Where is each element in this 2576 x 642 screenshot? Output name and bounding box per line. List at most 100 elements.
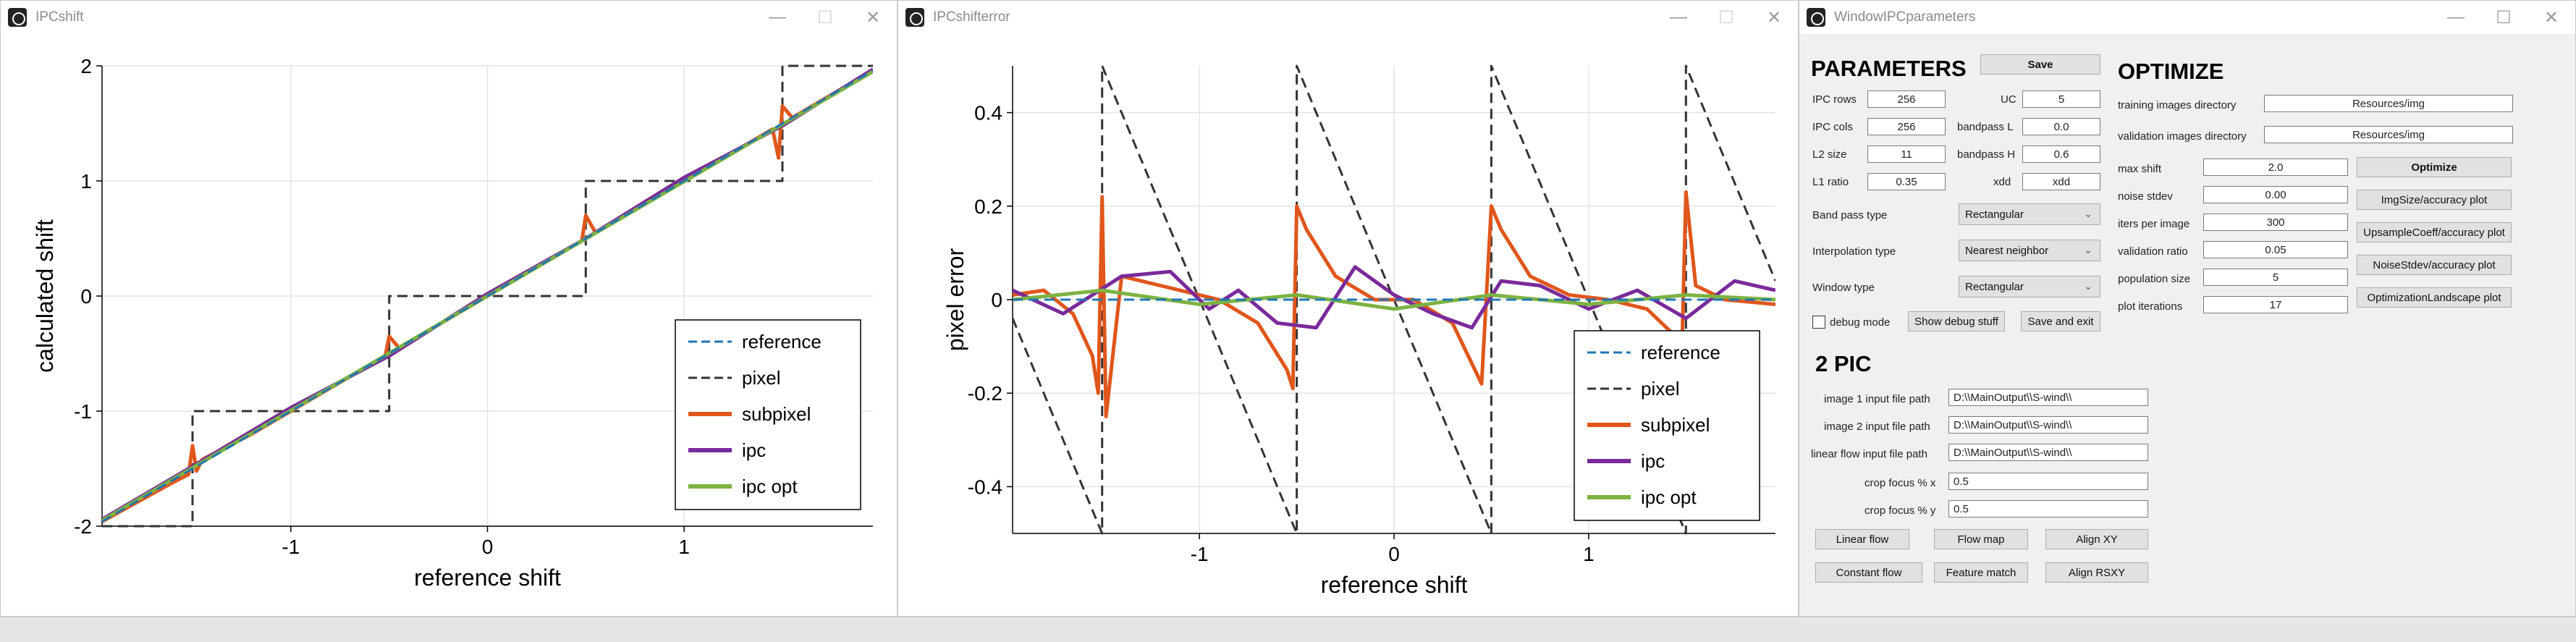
l2-size-field[interactable]: 11 <box>1867 145 1946 163</box>
plot-iterations-field[interactable]: 17 <box>2203 296 2348 313</box>
minimize-button[interactable]: — <box>769 7 786 27</box>
landscape-plot-button[interactable]: OptimizationLandscape plot <box>2357 287 2512 308</box>
x-tick-label: -1 <box>282 536 300 558</box>
y-tick-label: -0.4 <box>968 476 1002 498</box>
pic-heading: 2 PIC <box>1815 351 1872 376</box>
parameters-window: WindowIPCparameters — ☐ ✕ PARAMETERS Sav… <box>1799 0 2576 617</box>
legend-label: ipc <box>742 439 766 461</box>
y-tick-label: 0.2 <box>974 195 1002 218</box>
interpolation-type-select[interactable]: Nearest neighbor ⌄ <box>1959 240 2100 261</box>
plot-area: -1 0 1 -2 -1 0 1 2 reference shift calculated shi… <box>1 34 897 616</box>
max-shift-field[interactable]: 2.0 <box>2203 159 2348 176</box>
bandpass-l-field[interactable]: 0.0 <box>2022 118 2100 135</box>
image2-path-label: image 2 input file path <box>1824 421 1930 433</box>
minimize-button[interactable]: — <box>1670 7 1687 27</box>
debug-mode-checkbox[interactable] <box>1812 316 1825 329</box>
x-axis-label: reference shift <box>414 565 561 591</box>
ipc-cols-label: IPC cols <box>1812 121 1853 133</box>
y-tick-label: 0 <box>991 289 1002 311</box>
show-debug-button[interactable]: Show debug stuff <box>1908 311 2005 331</box>
window-type-value: Rectangular <box>1965 280 2024 293</box>
align-rsxy-button[interactable]: Align RSXY <box>2045 562 2148 583</box>
chevron-down-icon: ⌄ <box>2084 208 2093 219</box>
close-button[interactable]: ✕ <box>2543 7 2559 28</box>
window-type-select[interactable]: Rectangular ⌄ <box>1959 276 2100 297</box>
shift-chart: -1 0 1 -2 -1 0 1 2 reference shift calculated shi… <box>32 55 873 591</box>
series-ipc-line <box>1013 265 1775 330</box>
app-icon <box>1807 8 1825 27</box>
validation-dir-field[interactable]: Resources/img <box>2264 126 2513 143</box>
noise-plot-button[interactable]: NoiseStdev/accuracy plot <box>2357 255 2512 275</box>
flow-path-field[interactable]: D:\\MainOutput\\S-wind\\ <box>1948 444 2148 461</box>
linear-flow-button[interactable]: Linear flow <box>1815 529 1909 549</box>
y-tick-label: -2 <box>74 515 92 538</box>
window-title: IPCshifterror <box>933 9 1010 25</box>
x-tick-label: 1 <box>1583 543 1595 565</box>
save-button[interactable]: Save <box>1980 54 2100 75</box>
y-tick-label: 0.4 <box>974 102 1002 124</box>
debug-mode-label: debug mode <box>1830 316 1891 329</box>
feature-match-button[interactable]: Feature match <box>1934 562 2028 583</box>
band-pass-type-select[interactable]: Rectangular ⌄ <box>1959 203 2100 225</box>
ipc-rows-field[interactable]: 256 <box>1867 90 1946 108</box>
crop-y-field[interactable]: 0.5 <box>1948 500 2148 518</box>
bandpass-l-label: bandpass L <box>1957 121 2014 133</box>
close-button[interactable]: ✕ <box>1766 7 1782 28</box>
legend-label: pixel <box>1641 378 1679 400</box>
ipc-cols-field[interactable]: 256 <box>1867 118 1946 135</box>
y-tick-label: 2 <box>80 55 92 77</box>
taskbar-strip <box>0 617 2576 642</box>
crop-x-field[interactable]: 0.5 <box>1948 473 2148 490</box>
image2-path-field[interactable]: D:\\MainOutput\\S-wind\\ <box>1948 416 2148 434</box>
uc-label: UC <box>2001 93 2017 106</box>
optimize-button[interactable]: Optimize <box>2357 157 2512 177</box>
xdd-field[interactable]: xdd <box>2022 173 2100 190</box>
title-bar[interactable]: IPCshift — ☐ ✕ <box>1 1 897 34</box>
y-tick-label: 0 <box>80 285 92 308</box>
y-tick-label: -0.2 <box>968 382 1002 405</box>
window-title: IPCshift <box>35 9 84 25</box>
l1-ratio-label: L1 ratio <box>1812 176 1849 188</box>
image1-path-label: image 1 input file path <box>1824 393 1930 405</box>
app-icon <box>8 8 27 27</box>
close-button[interactable]: ✕ <box>865 7 881 28</box>
save-and-exit-button[interactable]: Save and exit <box>2021 311 2100 331</box>
plot-area: -1 0 1 -0.4 -0.2 0 0.2 0.4 reference shift pixel … <box>898 34 1798 616</box>
training-dir-label: training images directory <box>2118 99 2237 111</box>
align-xy-button[interactable]: Align XY <box>2045 529 2148 549</box>
iters-per-image-field[interactable]: 300 <box>2203 214 2348 231</box>
flow-map-button[interactable]: Flow map <box>1934 529 2028 549</box>
image1-path-field[interactable]: D:\\MainOutput\\S-wind\\ <box>1948 389 2148 406</box>
training-dir-field[interactable]: Resources/img <box>2264 95 2513 112</box>
legend-label: ipc opt <box>742 476 798 497</box>
population-size-field[interactable]: 5 <box>2203 269 2348 286</box>
maximize-button[interactable]: ☐ <box>1718 7 1734 28</box>
y-tick-label: 1 <box>80 170 92 193</box>
maximize-button[interactable]: ☐ <box>2496 7 2512 28</box>
noise-stdev-field[interactable]: 0.00 <box>2203 186 2348 203</box>
imgsize-plot-button[interactable]: ImgSize/accuracy plot <box>2357 190 2512 210</box>
xdd-label: xdd <box>1993 176 2011 188</box>
window-type-label: Window type <box>1812 282 1875 294</box>
constant-flow-button[interactable]: Constant flow <box>1815 562 1922 583</box>
minimize-button[interactable]: — <box>2447 7 2465 27</box>
y-axis-label: pixel error <box>942 248 968 352</box>
series-ipc-opt-line <box>1013 288 1775 311</box>
plot-iterations-label: plot iterations <box>2118 300 2183 313</box>
legend-label: ipc opt <box>1641 486 1697 508</box>
title-bar[interactable]: WindowIPCparameters — ☐ ✕ <box>1799 1 2575 34</box>
legend-label: reference <box>742 331 822 352</box>
legend-label: reference <box>1641 342 1720 363</box>
series-reference-line <box>102 69 873 523</box>
uc-field[interactable]: 5 <box>2022 90 2100 108</box>
bandpass-h-field[interactable]: 0.6 <box>2022 145 2100 163</box>
upsample-plot-button[interactable]: UpsampleCoeff/accuracy plot <box>2357 222 2512 242</box>
interpolation-type-value: Nearest neighbor <box>1965 244 2049 257</box>
validation-ratio-field[interactable]: 0.05 <box>2203 241 2348 258</box>
parameters-heading: PARAMETERS <box>1811 56 1967 81</box>
title-bar[interactable]: IPCshifterror — ☐ ✕ <box>898 1 1798 34</box>
x-tick-label: -1 <box>1191 543 1209 565</box>
maximize-button[interactable]: ☐ <box>817 7 833 28</box>
x-tick-label: 0 <box>1388 543 1400 565</box>
l1-ratio-field[interactable]: 0.35 <box>1867 173 1946 190</box>
